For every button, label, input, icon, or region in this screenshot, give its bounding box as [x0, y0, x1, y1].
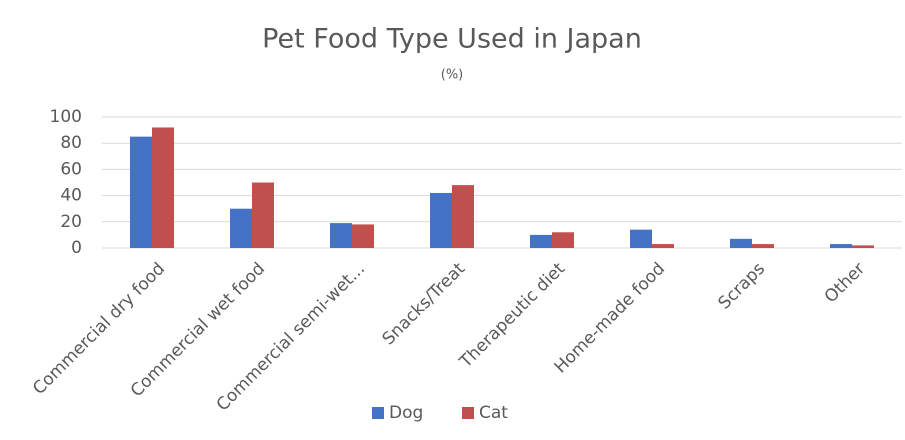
bar	[852, 245, 874, 248]
y-tick-label: 100	[50, 107, 82, 127]
legend-swatch	[462, 407, 474, 419]
bar	[130, 136, 152, 248]
x-tick-label: Other	[821, 259, 869, 307]
bar	[330, 223, 352, 248]
x-tick-label: Home-made food	[551, 259, 669, 377]
bar	[830, 244, 852, 248]
x-tick-label: Snacks/Treat	[379, 259, 470, 350]
bar	[352, 224, 374, 248]
bar	[752, 244, 774, 248]
x-tick-label: Therapeutic diet	[455, 259, 569, 373]
legend-swatch	[372, 407, 384, 419]
legend-label: Cat	[479, 403, 508, 423]
legend-label: Dog	[389, 403, 423, 423]
chart-title: Pet Food Type Used in Japan	[262, 24, 642, 55]
bar	[152, 127, 174, 248]
bar	[430, 192, 452, 248]
bar	[630, 229, 652, 248]
y-tick-label: 80	[60, 133, 82, 153]
y-tick-label: 0	[71, 238, 82, 258]
bar	[552, 232, 574, 248]
bar	[652, 244, 674, 248]
y-tick-label: 20	[60, 212, 82, 232]
y-tick-label: 40	[60, 186, 82, 206]
bar	[252, 182, 274, 248]
x-tick-label: Scraps	[714, 259, 769, 314]
bar	[530, 234, 552, 248]
chart-subtitle: (%)	[441, 68, 464, 83]
bar	[452, 185, 474, 248]
bar	[730, 238, 752, 248]
y-tick-label: 60	[60, 159, 82, 179]
bar	[230, 208, 252, 248]
